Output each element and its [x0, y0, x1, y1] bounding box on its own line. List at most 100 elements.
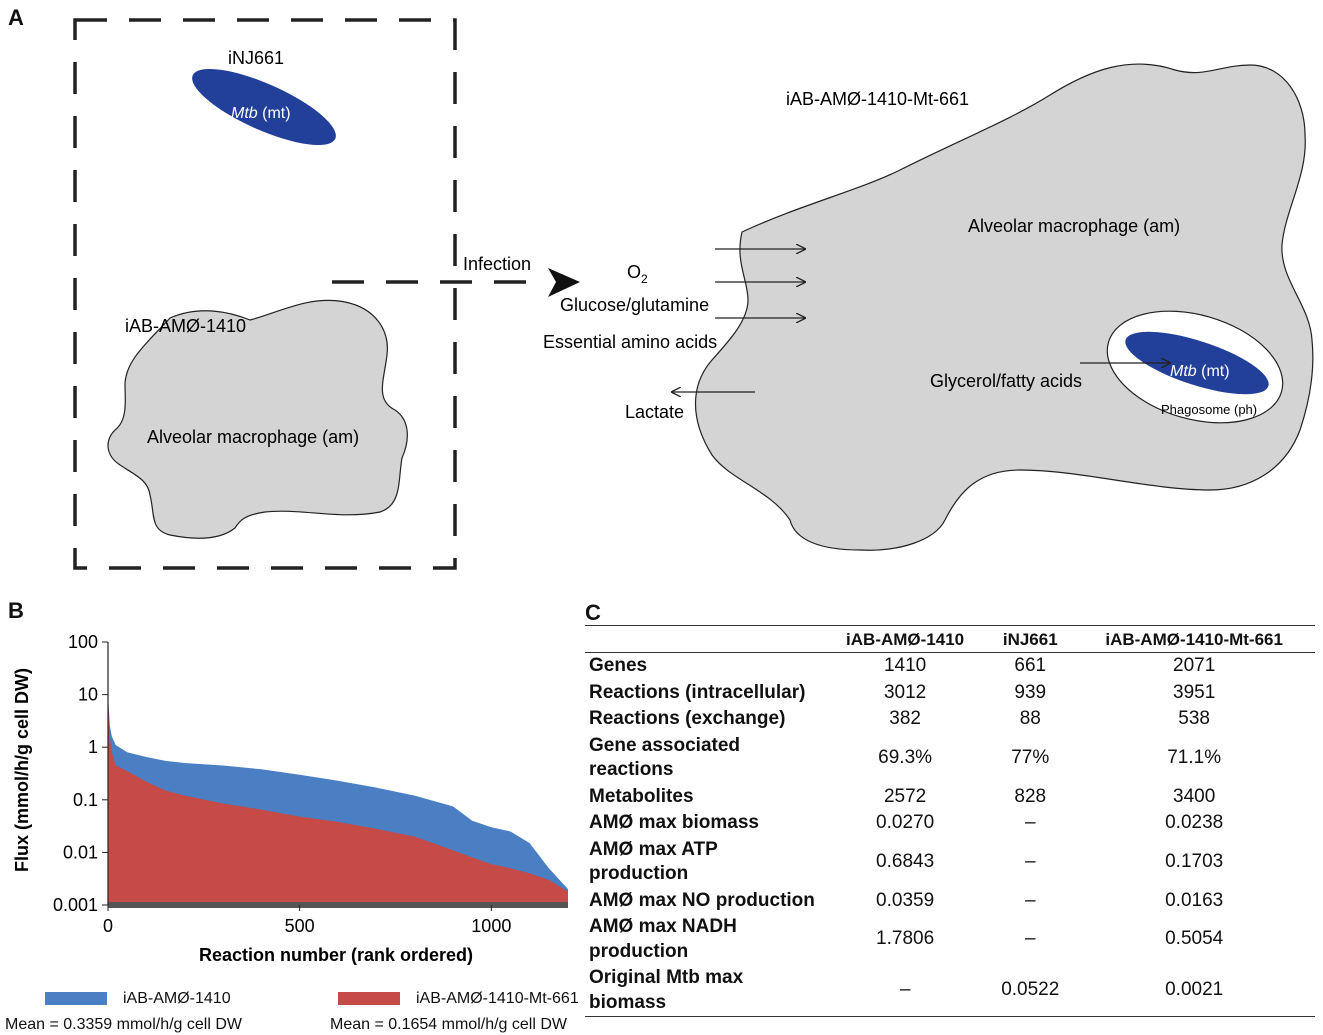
x-axis-baseline — [108, 902, 568, 908]
table-cell: 2071 — [1173, 655, 1216, 676]
table-cell: 77% — [1011, 746, 1050, 768]
table-header-cell: iNJ661 — [987, 625, 1074, 653]
svg-text:Mtb (mt): Mtb (mt) — [231, 105, 291, 122]
macrophage-left — [107, 299, 408, 539]
table-row-label: Reactions (intracellular) — [589, 681, 806, 703]
svg-text:Mtb (mt): Mtb (mt) — [1170, 363, 1230, 380]
mtb-cell-right — [1125, 331, 1269, 395]
legend-mean-1: Mean = 0.3359 mmol/h/g cell DW — [5, 1016, 242, 1033]
table-row-label: AMØ max ATP production — [589, 838, 718, 885]
table-cell: – — [1024, 889, 1036, 911]
table-cell: 382 — [889, 708, 921, 729]
mtb-right-suffix: (mt) — [1197, 363, 1230, 380]
legend-swatch-2 — [338, 992, 400, 1006]
alveolar-right-label: Alveolar macrophage (am) — [968, 216, 1180, 236]
table-row: Genes 1410 661 2071 — [585, 653, 1315, 680]
mtb-right-italic: Mtb — [1170, 363, 1197, 380]
y-tick-label: 0.01 — [63, 842, 98, 862]
mtb-left-suffix: (mt) — [258, 105, 291, 122]
glucose-label: Glucose/glutamine — [560, 295, 709, 315]
legend-name-1: iAB-AMØ-1410 — [123, 990, 231, 1007]
table-row-label: Metabolites — [589, 785, 694, 807]
area-series-2 — [108, 699, 568, 905]
legend-series-1: iAB-AMØ-1410 — [45, 990, 231, 1008]
table-cell: 2572 — [883, 785, 927, 807]
table-row: AMØ max biomass 0.0270 – 0.0238 — [585, 810, 1315, 837]
table-cell: 1.7806 — [876, 928, 935, 950]
table-cell: – — [1024, 928, 1036, 950]
table-cell: 3400 — [1173, 785, 1216, 807]
y-axis-label: Flux (mmol/h/g cell DW) — [12, 668, 32, 872]
table-row: AMØ max NO production 0.0359 – 0.0163 — [585, 888, 1315, 915]
table-cell: 69.3% — [878, 746, 933, 768]
table-cell: 1410 — [883, 655, 927, 676]
table-row-label: Reactions (exchange) — [589, 708, 786, 729]
panel-label-c: C — [585, 600, 601, 625]
y-tick-label: 0.001 — [53, 895, 98, 915]
model-comparison-table: iAB-AMØ-1410 iNJ661 iAB-AMØ-1410-Mt-661 … — [585, 625, 1315, 1017]
x-tick-label: 500 — [285, 916, 315, 936]
infection-label: Infection — [463, 254, 531, 274]
table-row: Original Mtb max biomass – 0.0522 0.0021 — [585, 965, 1315, 1017]
table-row-label: AMØ max biomass — [589, 812, 759, 833]
table-cell: 0.0021 — [1165, 979, 1224, 1001]
table-cell: 3012 — [883, 681, 927, 703]
table-header-cell — [585, 625, 823, 653]
iab1410-label: iAB-AMØ-1410 — [125, 316, 246, 336]
macrophage-right — [695, 63, 1314, 551]
table-header-cell: iAB-AMØ-1410 — [823, 625, 988, 653]
table-row: AMØ max NADH production 1.7806 – 0.5054 — [585, 914, 1315, 965]
table-cell: 3951 — [1173, 681, 1216, 703]
table-row-label: Original Mtb max biomass — [589, 967, 744, 1013]
table-row: Metabolites 2572 828 3400 — [585, 784, 1315, 811]
table-row-label: Genes — [589, 655, 648, 676]
infection-arrowhead — [548, 268, 580, 297]
table-row-label: AMØ max NADH production — [589, 916, 737, 962]
o2-label: O — [627, 262, 641, 282]
table-cell: 661 — [1014, 655, 1047, 676]
combined-model-label: iAB-AMØ-1410-Mt-661 — [786, 89, 969, 109]
table-cell: 71.1% — [1167, 746, 1222, 768]
y-tick-label: 10 — [78, 685, 98, 705]
table-cell: 0.0163 — [1165, 889, 1224, 911]
y-tick-label: 0.1 — [73, 790, 98, 810]
x-tick-label: 1000 — [471, 916, 511, 936]
table-row: AMØ max ATP production 0.6843 – 0.1703 — [585, 837, 1315, 888]
table-row: Gene associated reactions 69.3% 77% 71.1% — [585, 733, 1315, 784]
table-cell: 0.0359 — [876, 889, 935, 911]
table-cell: 939 — [1014, 681, 1047, 703]
x-axis-label: Reaction number (rank ordered) — [199, 945, 473, 965]
table-row: Reactions (intracellular) 3012 939 3951 — [585, 680, 1315, 707]
alveolar-left-label: Alveolar macrophage (am) — [147, 427, 359, 447]
y-tick-label: 1 — [88, 737, 98, 757]
amino-acids-label: Essential amino acids — [543, 332, 717, 352]
table-row-label: AMØ max NO production — [589, 889, 815, 911]
table-cell: 0.0238 — [1165, 812, 1224, 833]
table-cell: 88 — [1019, 708, 1041, 729]
table-header-cell: iAB-AMØ-1410-Mt-661 — [1073, 625, 1315, 653]
y-tick-label: 100 — [68, 632, 98, 652]
panel-label-a: A — [8, 5, 24, 30]
o2-subscript: 2 — [641, 272, 648, 286]
table-cell: – — [899, 979, 911, 1001]
legend-mean-2: Mean = 0.1654 mmol/h/g cell DW — [330, 1016, 567, 1033]
model-boundary-dashed — [73, 18, 457, 570]
legend-series-2: iAB-AMØ-1410-Mt-661 — [338, 990, 579, 1008]
table-cell: 0.1703 — [1165, 850, 1224, 872]
legend-swatch-1 — [45, 992, 107, 1006]
table-cell: – — [1024, 850, 1036, 872]
mtb-cell-left — [192, 68, 336, 146]
table-cell: 0.6843 — [876, 850, 935, 872]
x-tick-label: 0 — [103, 916, 113, 936]
mtb-left-italic: Mtb — [231, 105, 258, 122]
legend-name-2: iAB-AMØ-1410-Mt-661 — [416, 990, 579, 1007]
table-cell: 0.5054 — [1165, 928, 1224, 950]
table-header-row: iAB-AMØ-1410 iNJ661 iAB-AMØ-1410-Mt-661 — [585, 625, 1315, 653]
table-cell: – — [1024, 812, 1036, 833]
table-row-label: Gene associated reactions — [589, 734, 741, 781]
table-cell: 828 — [1014, 785, 1047, 807]
panel-a-diagram: Infection Mtb (mt) iNJ661 iAB-AMØ-1410 A… — [73, 18, 1314, 570]
inj661-label: iNJ661 — [228, 48, 284, 68]
lactate-label: Lactate — [625, 402, 684, 422]
table-row: Reactions (exchange) 382 88 538 — [585, 706, 1315, 733]
